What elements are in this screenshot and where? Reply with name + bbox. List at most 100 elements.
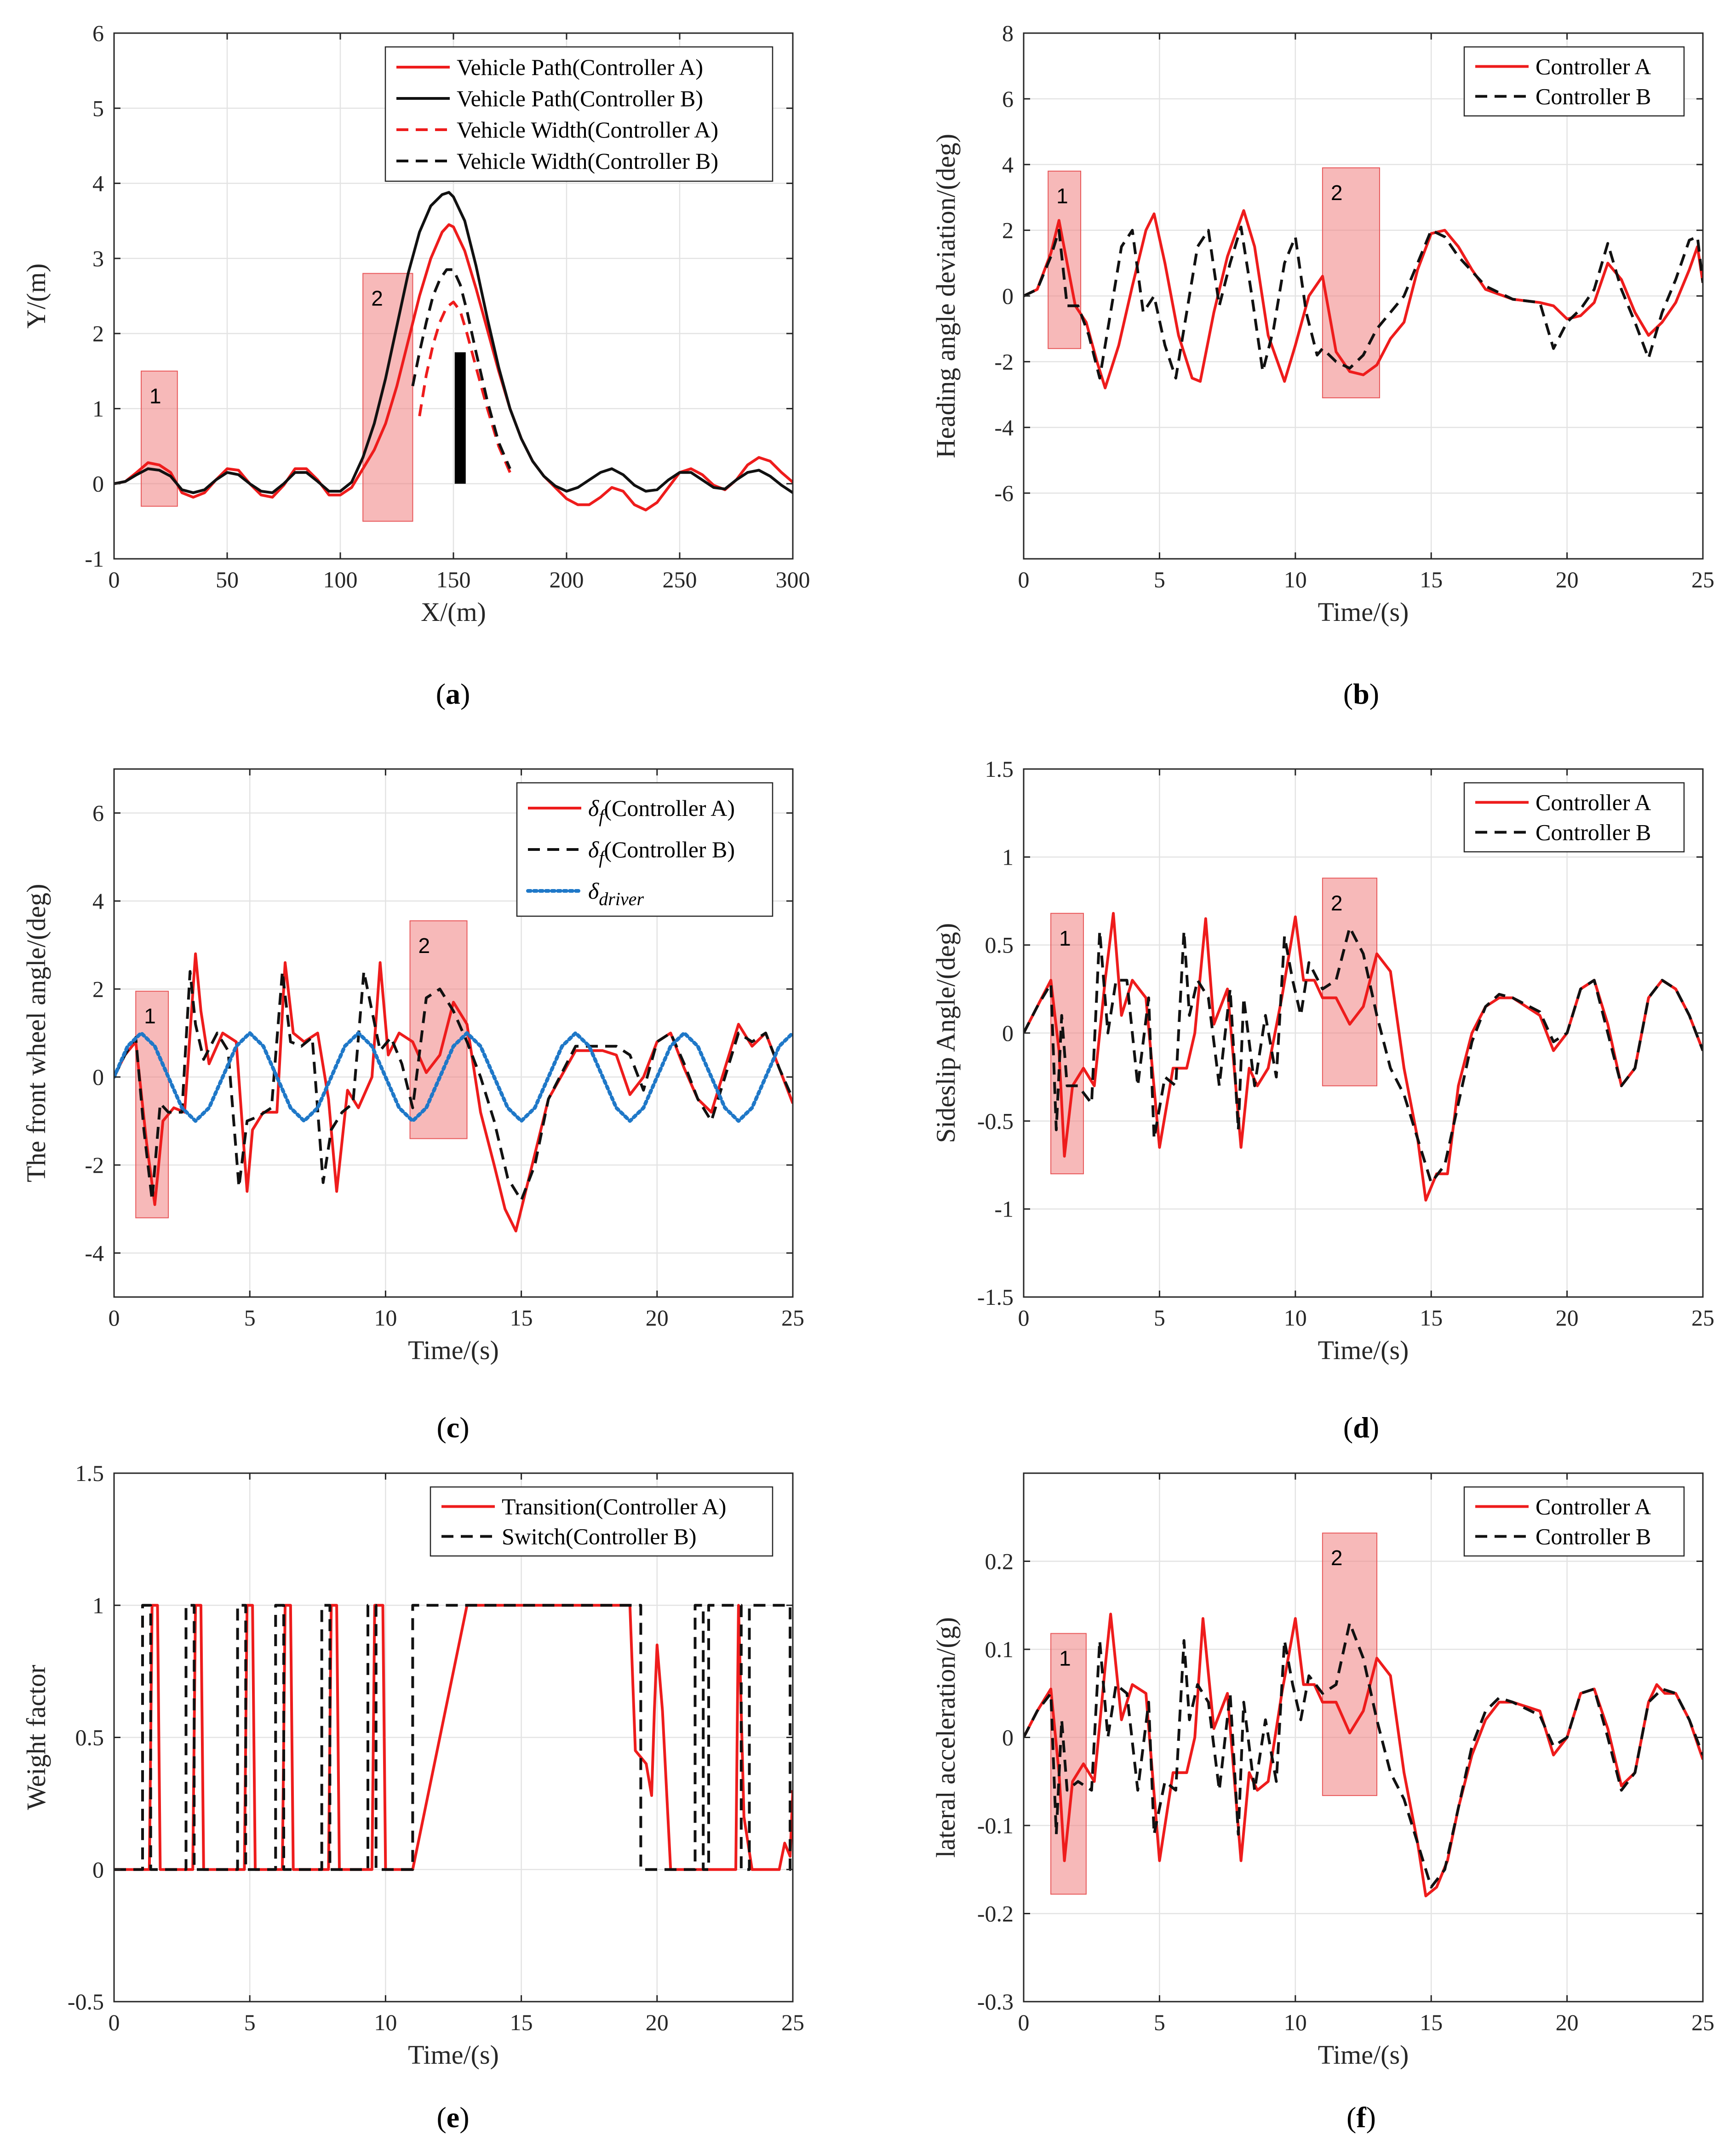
y-tick-label: -1.5: [977, 1284, 1014, 1310]
x-axis-label: Time/(s): [1318, 1335, 1409, 1365]
x-tick-label: 300: [776, 567, 810, 592]
y-axis-label: Y/(m): [21, 264, 51, 329]
highlight-region-label-1: 1: [144, 1004, 156, 1028]
y-axis-label: Sideslip Angle/(deg): [931, 923, 961, 1143]
series-line-1: [1024, 209, 1703, 390]
chart-d: 120 5 10 15 20 25-1.5-1-0.500.511.5Time/(s)Si…: [931, 756, 1714, 1444]
legend-entry-1: Controller A: [1535, 1494, 1651, 1520]
highlight-region-2: [409, 920, 468, 1139]
x-tick-label: 0: [1018, 1305, 1030, 1331]
x-tick-label: 5: [1154, 567, 1165, 592]
legend-entry-1: Vehicle Path(Controller A): [457, 54, 703, 80]
x-tick-label: 15: [1420, 1305, 1443, 1331]
axes-box: [113, 768, 794, 1298]
x-tick-label: 50: [216, 567, 239, 592]
legend-entry-1: δf(Controller A): [588, 795, 735, 827]
y-tick-label: 0: [92, 471, 104, 497]
y-tick-label: 1: [92, 396, 104, 421]
y-tick-label: 0.1: [985, 1636, 1014, 1662]
x-axis-label: Time/(s): [1318, 2040, 1409, 2070]
x-tick-label: 20: [1556, 567, 1579, 592]
legend: Controller A Controller B: [1463, 46, 1685, 117]
legend: Controller A Controller B: [1463, 782, 1685, 853]
y-tick-label: 1.5: [75, 1460, 104, 1486]
x-tick-label: 10: [1284, 2009, 1307, 2035]
legend-box: [384, 46, 773, 182]
x-tick-label: 25: [1691, 1305, 1714, 1331]
y-tick-label: 5: [92, 95, 104, 121]
legend-box: [1463, 782, 1685, 853]
x-axis-label: Time/(s): [408, 2040, 499, 2070]
x-tick-label: 20: [646, 2009, 669, 2035]
series-line-2: [114, 970, 793, 1202]
series-line-1: [1024, 912, 1703, 1202]
y-tick-label: 0: [1002, 283, 1014, 309]
obstacle-bar: [454, 352, 466, 484]
y-tick-label: -2: [994, 349, 1014, 374]
legend-entry-2: Controller B: [1535, 820, 1651, 845]
y-tick-label: 6: [92, 800, 104, 826]
x-tick-label: 25: [781, 1305, 804, 1331]
legend-box: [516, 782, 773, 917]
y-tick-label: 0.5: [75, 1725, 104, 1751]
highlight-region-label-1: 1: [149, 384, 161, 408]
x-tick-label: 15: [1420, 567, 1443, 592]
y-tick-label: 3: [92, 246, 104, 271]
legend-entry-3: Vehicle Width(Controller A): [457, 117, 718, 143]
y-tick-label: 2: [1002, 218, 1014, 243]
legend-entry-4: Vehicle Width(Controller B): [457, 148, 718, 174]
highlight-region-1: [141, 370, 178, 507]
y-tick-label: 0: [92, 1857, 104, 1883]
y-tick-label: 0: [1002, 1725, 1014, 1751]
legend-entry-2: Controller B: [1535, 1524, 1651, 1550]
x-tick-label: 20: [1556, 1305, 1579, 1331]
y-tick-label: 1: [92, 1592, 104, 1618]
legend-entry-1: Controller A: [1535, 790, 1651, 815]
x-tick-label: 10: [1284, 567, 1307, 592]
chart-a: 120 50 100 150 200 250 300-10123456X/(m)Y/(m)(…: [21, 20, 810, 710]
y-tick-label: 4: [92, 888, 104, 914]
x-tick-label: 5: [244, 2009, 256, 2035]
y-axis-label: The front wheel angle/(deg): [21, 884, 51, 1182]
y-tick-label: -0.3: [977, 1989, 1014, 2015]
x-tick-label: 25: [781, 2009, 804, 2035]
x-tick-label: 0: [1018, 2009, 1030, 2035]
highlight-region-label-1: 1: [1056, 184, 1068, 208]
x-tick-label: 15: [1420, 2009, 1443, 2035]
series-line-2: [1024, 225, 1703, 380]
panel-label: (c): [436, 1411, 469, 1444]
x-tick-label: 5: [244, 1305, 256, 1331]
x-tick-label: 15: [510, 2009, 533, 2035]
y-tick-label: -6: [994, 480, 1014, 506]
series-line-3: [114, 1031, 793, 1123]
panel-label: (e): [436, 2101, 469, 2134]
x-tick-label: 250: [663, 567, 697, 592]
highlight-region-label-2: 2: [371, 287, 383, 310]
plot-content: [114, 1604, 793, 1871]
series-line-3: [418, 300, 511, 473]
x-tick-label: 150: [436, 567, 471, 592]
x-tick-label: 15: [510, 1305, 533, 1331]
panel-label: (d): [1343, 1411, 1379, 1444]
series-line-1: [114, 1604, 793, 1871]
x-axis-label: Time/(s): [1318, 597, 1409, 627]
panel-label: (f): [1346, 2101, 1376, 2134]
legend-box: [1463, 1486, 1685, 1557]
legend-entry-2: Controller B: [1535, 84, 1651, 109]
y-tick-label: 0.2: [985, 1549, 1014, 1574]
y-tick-label: 4: [92, 171, 104, 196]
y-tick-label: 8: [1002, 20, 1014, 46]
legend: Vehicle Path(Controller A) Vehicle Path(C…: [384, 46, 773, 182]
x-tick-label: 10: [374, 1305, 397, 1331]
highlight-region-label-2: 2: [418, 934, 430, 958]
x-tick-label: 0: [109, 1305, 120, 1331]
highlight-region-2: [1322, 1533, 1378, 1796]
y-tick-label: -2: [85, 1152, 104, 1178]
x-tick-label: 20: [646, 1305, 669, 1331]
y-tick-label: 6: [1002, 86, 1014, 112]
series-line-2: [114, 1604, 793, 1871]
y-tick-label: 1: [1002, 844, 1014, 870]
